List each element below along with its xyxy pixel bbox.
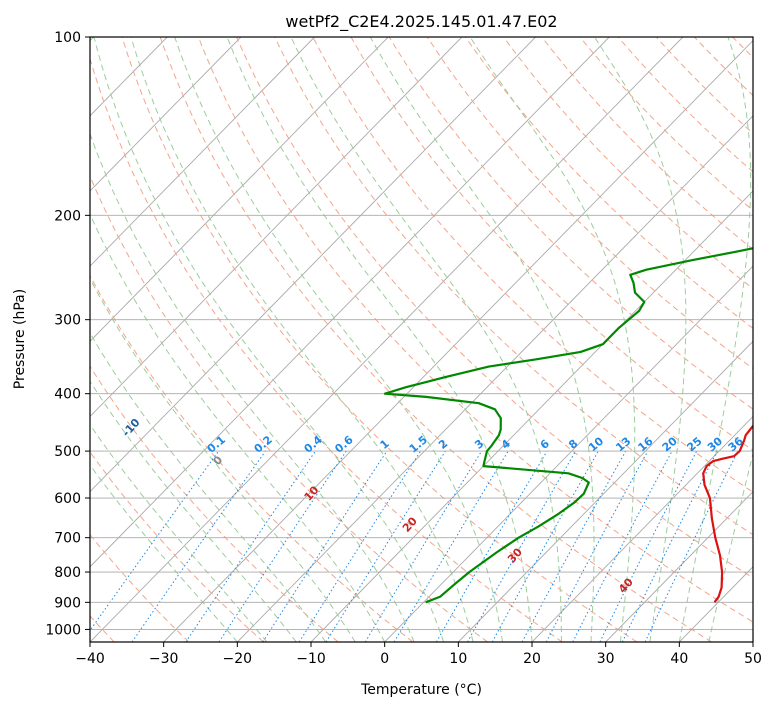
isotherm-lines <box>90 37 753 642</box>
dry-adiabat-line <box>426 37 753 370</box>
y-tick-label: 1000 <box>45 622 81 638</box>
dry-adiabat-line <box>312 37 753 493</box>
moist-adiabat-line <box>369 37 595 642</box>
mixing-ratio-line <box>262 450 388 642</box>
temperature-line <box>702 424 753 603</box>
pressure-grid-lines <box>90 37 753 630</box>
mixing-ratio-line <box>90 450 220 632</box>
x-tick-label: 10 <box>449 651 467 667</box>
dry-adiabat-line <box>350 37 753 451</box>
moist-adiabat-line <box>90 464 238 642</box>
mixing-ratio-line <box>491 450 599 642</box>
isotherm-line <box>384 265 753 642</box>
x-tick-label: −30 <box>149 651 179 667</box>
dry-adiabat-line <box>274 37 753 536</box>
x-tick-label: −10 <box>296 651 326 667</box>
moist-adiabat-line <box>290 37 562 642</box>
isotherm-line <box>605 491 753 642</box>
mixing-ratio-line <box>298 450 422 642</box>
y-tick-label: 900 <box>54 595 81 611</box>
moist-adiabat-line <box>174 37 503 642</box>
isotherm-line <box>237 115 753 642</box>
moist-adiabat-line <box>226 37 533 642</box>
isotherm-line <box>90 37 536 493</box>
x-tick-label: 30 <box>597 651 615 667</box>
mixing-ratio-line <box>521 450 627 642</box>
y-tick-label: 700 <box>54 531 81 547</box>
isotherm-line <box>90 37 684 642</box>
y-tick-label: 100 <box>54 30 81 46</box>
y-tick-label: 600 <box>54 491 81 507</box>
y-tick-label: 200 <box>54 208 81 224</box>
moist-adiabat-line <box>90 423 268 642</box>
dry-adiabat-line <box>90 175 488 642</box>
dry-adiabat-line <box>90 365 339 642</box>
mixing-ratio-line <box>131 450 266 642</box>
dry-adiabat-line <box>121 37 638 642</box>
moist-adiabat-line <box>708 451 753 642</box>
moist-adiabat-line <box>90 332 327 642</box>
x-tick-label: −40 <box>75 651 105 667</box>
dry-adiabat-line <box>159 37 712 642</box>
dewpoint-line <box>383 247 753 604</box>
isotherm-line <box>90 37 463 418</box>
x-tick-label: 20 <box>523 651 541 667</box>
y-tick-label: 500 <box>54 444 81 460</box>
mixing-ratio-line <box>364 450 483 642</box>
mixing-ratio-lines <box>90 450 739 642</box>
dry-adiabat-line <box>90 57 563 642</box>
moist-adiabat-line <box>90 212 386 642</box>
chart-title: wetPf2_C2E4.2025.145.01.47.E02 <box>285 12 557 32</box>
x-tick-label: 50 <box>744 651 762 667</box>
moist-adiabat-line <box>678 37 752 642</box>
profile-series <box>383 247 753 604</box>
moist-adiabat-line <box>90 380 297 642</box>
moist-adiabat-line <box>593 37 687 642</box>
x-tick-label: −20 <box>223 651 253 667</box>
mixing-ratio-line <box>218 450 347 642</box>
isotherm-line <box>163 39 753 642</box>
moist-adiabat-line <box>469 37 636 642</box>
isotherm-line <box>90 37 315 267</box>
mixing-ratio-line <box>467 450 577 642</box>
mixing-ratio-line <box>185 450 316 642</box>
y-axis-label: Pressure (hPa) <box>12 289 28 389</box>
moist-adiabat-line <box>90 132 415 642</box>
dry-adiabat-line <box>90 451 264 642</box>
mixing-ratio-line <box>545 450 649 642</box>
plot-frame <box>89 36 754 643</box>
moist-adiabat-line <box>90 277 356 642</box>
x-axis-ticks: −40 −30 −20 −10 0 10 20 30 40 50 <box>75 642 762 667</box>
isotherm-line <box>531 415 753 642</box>
isotherm-line <box>90 37 610 568</box>
y-tick-label: 800 <box>54 565 81 581</box>
moist-adiabat-line <box>130 37 474 642</box>
dry-adiabat-line <box>236 37 753 579</box>
isotherm-line <box>458 340 753 642</box>
moist-adiabat-lines <box>90 37 753 642</box>
x-tick-label: 40 <box>670 651 688 667</box>
isotherm-line <box>90 37 389 342</box>
isotherm-line <box>90 37 242 192</box>
moist-adiabat-line <box>93 37 445 642</box>
y-tick-label: 400 <box>54 387 81 403</box>
y-axis-ticks: 100 200 300 400 500 600 700 800 900 1000 <box>45 30 90 638</box>
x-tick-label: 0 <box>380 651 389 667</box>
mixing-ratio-line <box>599 450 698 642</box>
dry-adiabat-line <box>388 37 753 410</box>
x-axis-label: Temperature (°C) <box>360 682 482 698</box>
y-tick-label: 300 <box>54 313 81 329</box>
mixing-ratio-line <box>621 450 718 642</box>
dry-adiabat-line <box>90 274 414 642</box>
